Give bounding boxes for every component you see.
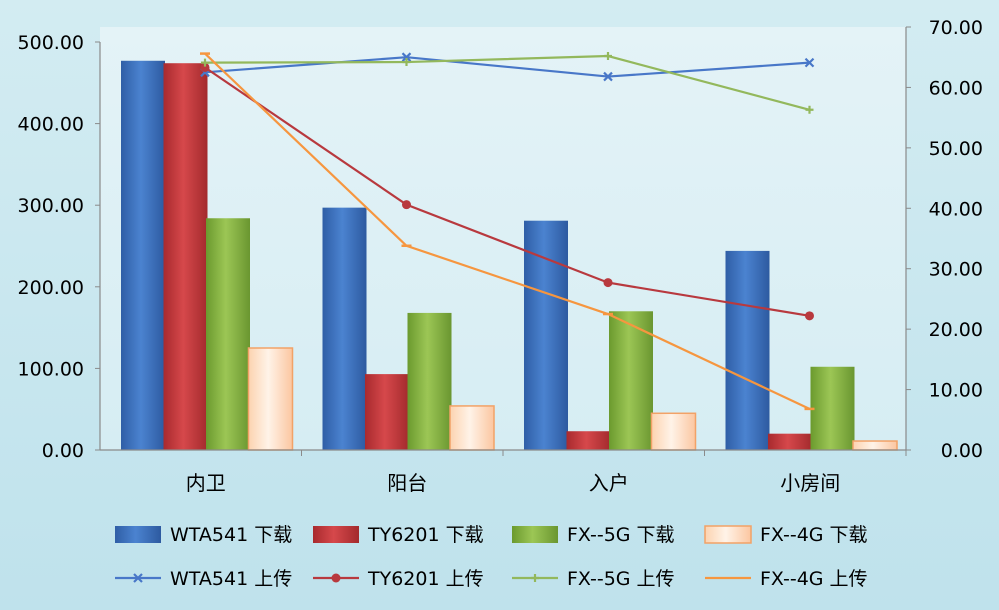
line-point-1-3 xyxy=(603,71,613,82)
bar-3-4 xyxy=(810,366,855,450)
legend-label-bar-2: TY6201 下载 xyxy=(367,524,484,546)
line-point-2-4 xyxy=(805,311,814,321)
legend-swatch-bar-1 xyxy=(115,526,161,543)
legend-swatch-bar-2 xyxy=(313,526,359,543)
y-right-tick-label-1: 10.00 xyxy=(929,380,983,402)
line-point-3-2 xyxy=(402,58,411,67)
bar-4-4 xyxy=(852,440,898,451)
line-point-2-3 xyxy=(603,278,613,288)
line-series-1 xyxy=(204,56,810,78)
y-left-tick-label-4: 400.00 xyxy=(18,114,84,136)
y-right-tick-label-3: 30.00 xyxy=(929,259,983,281)
y-right-tick-label-5: 50.00 xyxy=(929,138,983,160)
y-right-tick-label-6: 60.00 xyxy=(929,77,983,99)
bar-4-3 xyxy=(650,412,697,451)
y-left-tick-label-3: 300.00 xyxy=(18,195,84,217)
legend-label-bar-1: WTA541 下载 xyxy=(170,524,292,546)
line-point-1-2 xyxy=(401,52,412,62)
line-series-2 xyxy=(204,66,810,317)
y-right-tick-label-7: 70.00 xyxy=(929,17,983,39)
bar-3-1 xyxy=(206,218,250,450)
x-category-label-2: 阳台 xyxy=(387,471,427,495)
legend-marker-line-1 xyxy=(133,573,143,583)
bar-1-1 xyxy=(121,60,165,450)
x-category-label-1: 内卫 xyxy=(186,471,226,495)
y-left-tick-label-2: 200.00 xyxy=(18,277,84,299)
bar-3-2 xyxy=(407,312,452,450)
y-right-tick-label-0: 0.00 xyxy=(941,440,983,462)
legend-label-line-3: FX--5G 上传 xyxy=(567,568,675,590)
y-left-tick-label-0: 0.00 xyxy=(42,440,84,462)
line-series-4 xyxy=(204,52,810,410)
line-point-3-1 xyxy=(201,58,209,67)
legend-label-line-1: WTA541 上传 xyxy=(170,568,292,590)
bar-2-2 xyxy=(365,374,409,450)
line-point-1-4 xyxy=(804,57,815,68)
bar-1-3 xyxy=(524,220,568,450)
y-left-tick-label-5: 500.00 xyxy=(18,32,84,54)
legend-label-bar-4: FX--4G 下载 xyxy=(760,524,868,546)
legend-label-line-2: TY6201 上传 xyxy=(367,568,484,590)
legend-label-bar-3: FX--5G 下载 xyxy=(567,524,675,546)
bar-2-4 xyxy=(768,433,812,450)
x-category-label-3: 入户 xyxy=(589,471,629,495)
x-category-label-4: 小房间 xyxy=(780,471,840,495)
bar-2-1 xyxy=(163,63,208,450)
bar-4-1 xyxy=(247,347,294,451)
line-series-3 xyxy=(204,54,810,111)
legend-marker-line-2 xyxy=(331,573,341,583)
legend-marker-line-3 xyxy=(531,574,539,582)
y-right-tick-label-2: 20.00 xyxy=(929,319,983,341)
line-point-2-2 xyxy=(402,200,411,210)
bar-3-3 xyxy=(609,311,653,450)
line-point-3-4 xyxy=(805,105,814,114)
bar-1-4 xyxy=(725,250,770,450)
bar-1-2 xyxy=(322,207,367,450)
y-right-tick-label-4: 40.00 xyxy=(929,198,983,220)
legend-label-line-4: FX--4G 上传 xyxy=(760,568,868,590)
line-point-3-3 xyxy=(604,52,612,61)
bar-2-3 xyxy=(566,431,611,450)
legend-swatch-bar-3 xyxy=(512,526,558,543)
y-left-tick-label-1: 100.00 xyxy=(18,358,84,380)
bar-4-2 xyxy=(449,405,495,451)
line-point-2-1 xyxy=(200,62,210,72)
legend-swatch-bar-4 xyxy=(704,525,752,544)
